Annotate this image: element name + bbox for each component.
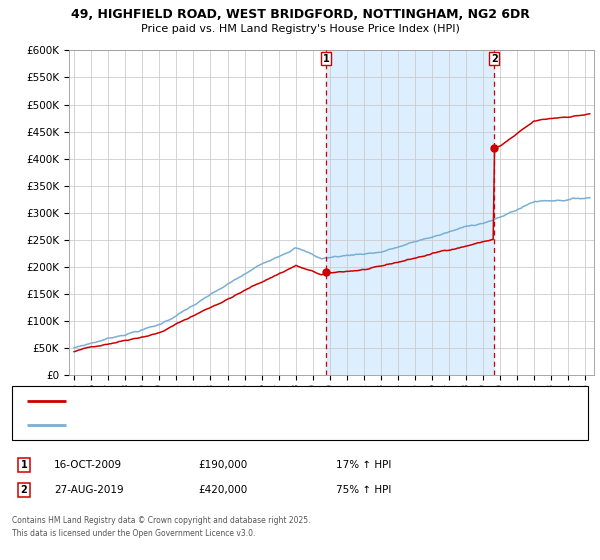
Text: 2: 2 bbox=[20, 485, 28, 495]
Text: 16-OCT-2009: 16-OCT-2009 bbox=[54, 460, 122, 470]
Text: 1: 1 bbox=[323, 54, 329, 64]
Text: HPI: Average price, semi-detached house, Rushcliffe: HPI: Average price, semi-detached house,… bbox=[72, 419, 328, 430]
Bar bbox=[326, 50, 494, 375]
Text: £190,000: £190,000 bbox=[198, 460, 247, 470]
Text: £420,000: £420,000 bbox=[198, 485, 247, 495]
Text: 49, HIGHFIELD ROAD, WEST BRIDGFORD, NOTTINGHAM, NG2 6DR: 49, HIGHFIELD ROAD, WEST BRIDGFORD, NOTT… bbox=[71, 8, 529, 21]
Text: 1: 1 bbox=[20, 460, 28, 470]
Text: 17% ↑ HPI: 17% ↑ HPI bbox=[336, 460, 391, 470]
Text: 2: 2 bbox=[491, 54, 497, 64]
Text: 49, HIGHFIELD ROAD, WEST BRIDGFORD, NOTTINGHAM, NG2 6DR (semi-detached house): 49, HIGHFIELD ROAD, WEST BRIDGFORD, NOTT… bbox=[72, 396, 512, 407]
Text: 75% ↑ HPI: 75% ↑ HPI bbox=[336, 485, 391, 495]
Text: This data is licensed under the Open Government Licence v3.0.: This data is licensed under the Open Gov… bbox=[12, 529, 256, 538]
Text: 27-AUG-2019: 27-AUG-2019 bbox=[54, 485, 124, 495]
Text: Price paid vs. HM Land Registry's House Price Index (HPI): Price paid vs. HM Land Registry's House … bbox=[140, 24, 460, 34]
Text: Contains HM Land Registry data © Crown copyright and database right 2025.: Contains HM Land Registry data © Crown c… bbox=[12, 516, 311, 525]
